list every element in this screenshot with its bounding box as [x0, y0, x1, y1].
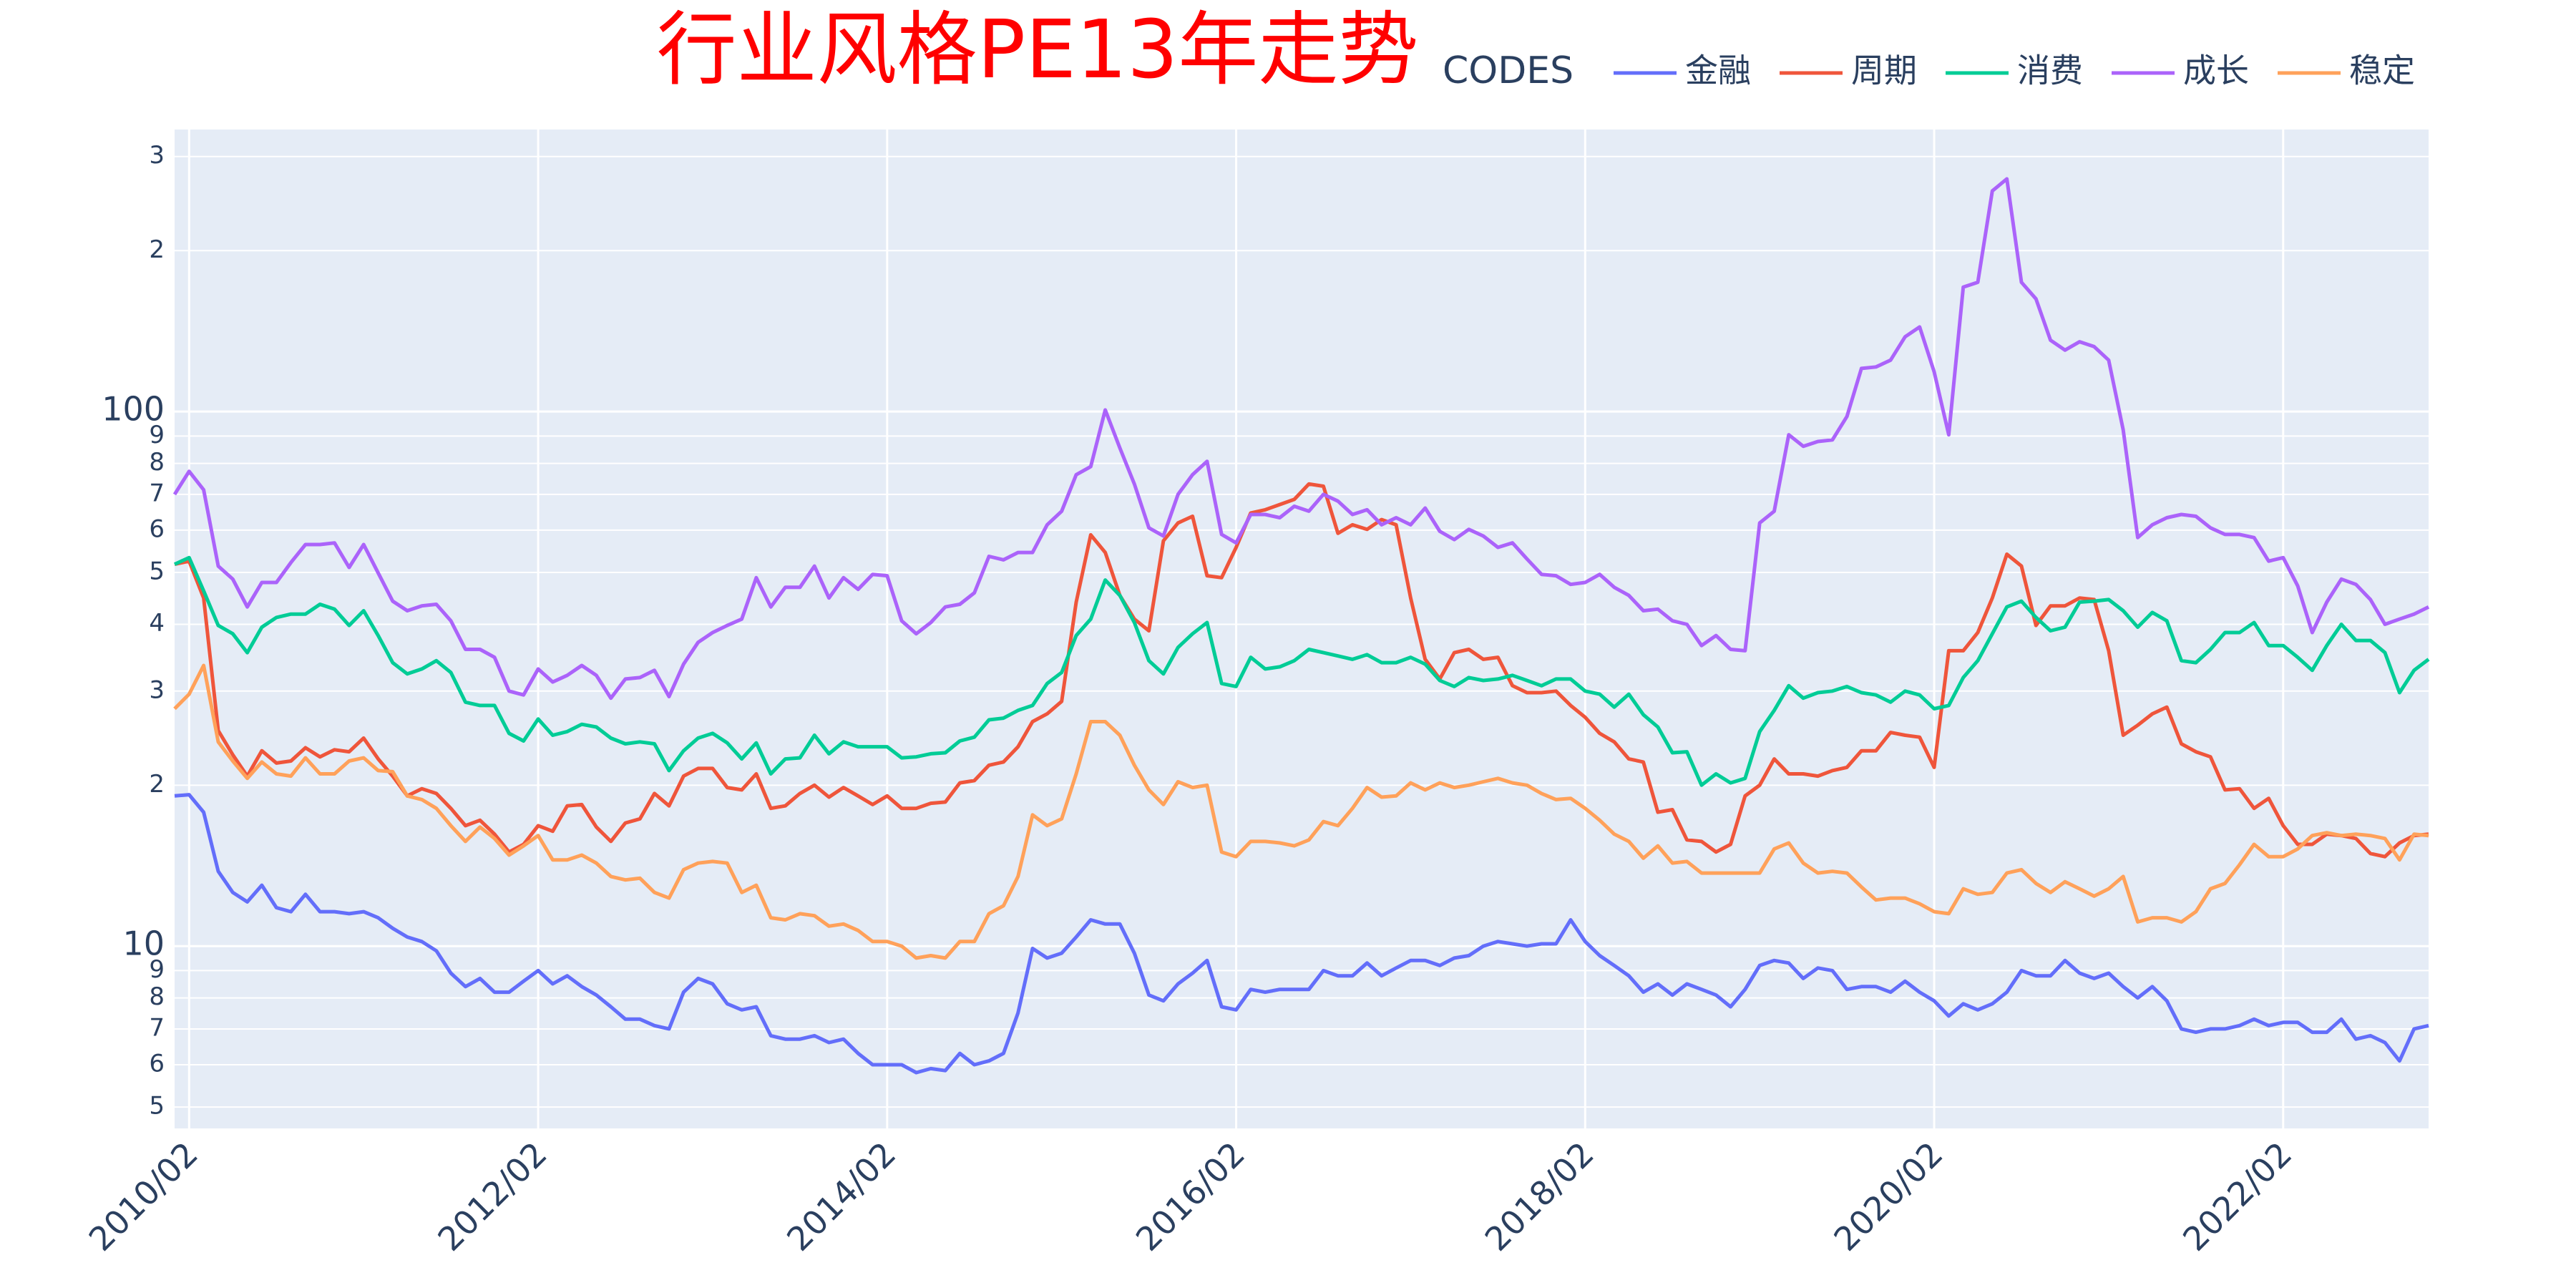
y-tick-label: 6 — [149, 1049, 165, 1078]
series-line — [173, 663, 2429, 960]
x-tick-label: 2016/02 — [1128, 1134, 1252, 1258]
legend-title: CODES — [1443, 49, 1574, 92]
legend-label: 稳定 — [2349, 52, 2415, 90]
legend-label: 成长 — [2183, 52, 2249, 90]
y-tick-label: 2 — [149, 235, 165, 264]
y-tick-label: 8 — [149, 448, 165, 477]
x-tick-label: 2018/02 — [1478, 1134, 1601, 1258]
y-tick-label: 5 — [149, 557, 165, 586]
legend-label: 金融 — [1685, 52, 1751, 90]
y-tick-label: 100 — [102, 390, 165, 429]
y-tick-label: 7 — [149, 1013, 165, 1042]
x-tick-label: 2014/02 — [779, 1134, 903, 1258]
series-line — [174, 482, 2429, 859]
series-line — [173, 555, 2430, 787]
y-tick-label: 3 — [149, 141, 165, 170]
y-tick-label: 9 — [149, 955, 165, 984]
x-tick-label: 2012/02 — [430, 1134, 554, 1258]
legend-label: 周期 — [1851, 52, 1917, 90]
lines — [172, 177, 2430, 1075]
y-tick-label: 6 — [149, 514, 165, 543]
y-tick-label: 2 — [149, 770, 165, 799]
series-line — [174, 793, 2429, 1075]
legend: 金融 周期 消费 成长 稳定 — [1614, 52, 2415, 90]
chart-title: 行业风格PE13年走势 — [657, 4, 1419, 97]
legend-label: 消费 — [2017, 52, 2083, 90]
y-tick-label: 9 — [149, 421, 165, 449]
x-tick-label: 2010/02 — [82, 1134, 205, 1258]
y-tick-label: 4 — [149, 609, 165, 638]
series-line — [172, 177, 2430, 701]
x-tick-label: 2020/02 — [1826, 1134, 1950, 1258]
y-tick-label: 10 — [122, 924, 165, 963]
y-tick-label: 8 — [149, 982, 165, 1011]
y-tick-label: 3 — [149, 675, 165, 704]
x-tick-label: 2022/02 — [2175, 1134, 2299, 1258]
y-tick-label: 7 — [149, 479, 165, 507]
y-tick-label: 5 — [149, 1092, 165, 1121]
grid — [175, 130, 2429, 1128]
